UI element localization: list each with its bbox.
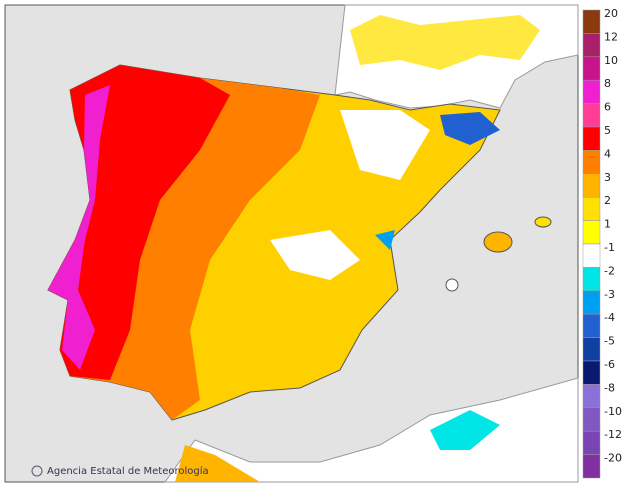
legend-label: -6 [604,358,615,371]
legend-swatch [582,9,601,34]
catalonia-cool [440,112,500,145]
legend-swatch [582,430,601,455]
legend-label: 4 [604,147,611,160]
legend-label: -3 [604,288,615,301]
legend-label: 6 [604,101,611,114]
legend-label: -8 [604,381,615,394]
legend-swatch [582,454,601,479]
mallorca [483,231,513,253]
legend-label: -12 [604,428,622,441]
legend-label: 1 [604,218,611,231]
legend-swatch [582,173,601,198]
legend-swatch [582,290,601,315]
legend-label: -1 [604,241,615,254]
menorca [534,216,552,228]
legend-swatch [582,79,601,104]
legend-swatch [582,220,601,245]
credit: Agencia Estatal de Meteorología [47,465,209,477]
legend-label: 2 [604,194,611,207]
legend-swatch [582,196,601,221]
legend-label: -4 [604,311,615,324]
legend-swatch [582,103,601,128]
legend-label: -20 [604,452,622,465]
legend-swatch [582,360,601,385]
ibiza [445,278,459,292]
coast-hottest [48,85,110,370]
legend-swatch [582,150,601,175]
ebro-neutral [340,110,430,180]
legend-swatch [582,407,601,432]
legend-swatch [582,337,601,362]
map: Agencia Estatal de Meteorología aemet [4,4,579,483]
legend-swatch [582,56,601,81]
legend-swatch [582,126,601,151]
legend-swatch [582,243,601,268]
africa [164,377,579,483]
watermark: aemet [513,456,570,475]
legend-swatch [582,313,601,338]
center-neutral [270,230,360,280]
valencia-cool [375,230,395,250]
legend-swatch [582,33,601,58]
legend-label: -10 [604,405,622,418]
legend-label: -2 [604,264,615,277]
legend-label: 3 [604,171,611,184]
legend-label: -5 [604,335,615,348]
legend-label: 10 [604,54,618,67]
legend-label: 12 [604,30,618,43]
legend-swatch [582,267,601,292]
africa-cool [430,410,500,450]
africa-warm [175,445,260,482]
legend-swatch [582,384,601,409]
legend: 20 12 10 8 6 5 4 3 2 1 -1 -2 -3 -4 -5 -6 -8 -10 -12 -20 [582,7,622,479]
copyright-icon [31,465,43,477]
legend-label: 20 [604,7,618,20]
france-warm [350,15,540,70]
legend-label: 8 [604,77,611,90]
legend-label: 5 [604,124,611,137]
